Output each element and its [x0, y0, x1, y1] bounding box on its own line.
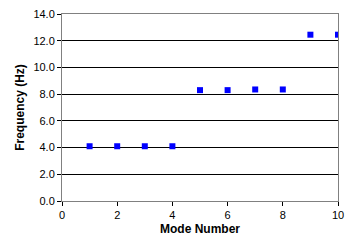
svg-text:6.0: 6.0	[40, 115, 55, 127]
svg-text:2: 2	[114, 209, 120, 221]
svg-text:4: 4	[169, 209, 175, 221]
svg-text:0.0: 0.0	[40, 195, 55, 207]
svg-text:14.0: 14.0	[33, 8, 54, 20]
svg-text:2.0: 2.0	[40, 168, 55, 180]
svg-text:8.0: 8.0	[40, 88, 55, 100]
svg-text:8: 8	[280, 209, 286, 221]
svg-text:10: 10	[332, 209, 344, 221]
svg-text:0: 0	[59, 209, 65, 221]
svg-text:4.0: 4.0	[40, 141, 55, 153]
svg-text:6: 6	[225, 209, 231, 221]
svg-text:12.0: 12.0	[33, 35, 54, 47]
svg-text:10.0: 10.0	[33, 61, 54, 73]
svg-text:Frequency (Hz): Frequency (Hz)	[13, 64, 27, 151]
svg-text:Mode Number: Mode Number	[160, 222, 240, 236]
